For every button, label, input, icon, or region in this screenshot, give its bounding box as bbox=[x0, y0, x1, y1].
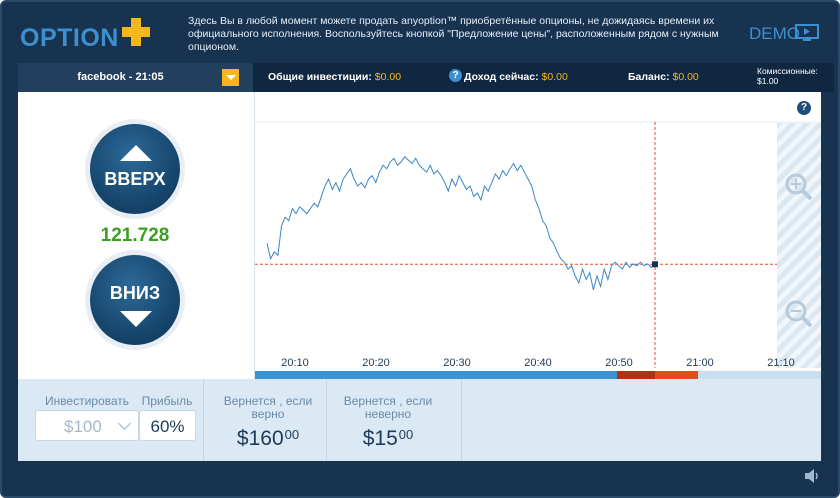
help-icon[interactable]: ? bbox=[449, 69, 462, 82]
investment-panel: Инвестировать Прибыль $100 60% Вернется … bbox=[18, 379, 821, 461]
footer bbox=[2, 461, 838, 496]
logo: OPTION bbox=[20, 24, 119, 52]
x-tick-label: 20:20 bbox=[362, 357, 390, 369]
notice-text: Здесь Вы в любой момент можете продать a… bbox=[188, 15, 719, 53]
trade-panel: ВВЕРХ 121.728 ВНИЗ bbox=[18, 92, 255, 379]
x-tick-label: 20:30 bbox=[443, 357, 471, 369]
up-button[interactable]: ВВЕРХ bbox=[85, 119, 185, 219]
timeline-segment bbox=[698, 371, 821, 379]
x-tick-label: 20:40 bbox=[524, 357, 552, 369]
return-if-wrong-value: $1500 bbox=[362, 427, 414, 450]
down-button[interactable]: ВНИЗ bbox=[85, 250, 185, 350]
x-tick-label: 20:50 bbox=[605, 357, 633, 369]
up-arrow-icon bbox=[120, 145, 152, 161]
x-axis: 20:10 20:20 20:30 20:40 20:50 21:00 21:10 bbox=[281, 357, 795, 369]
profit-label: Прибыль bbox=[141, 394, 193, 408]
asset-selector[interactable]: facebook - 21:05 bbox=[18, 63, 253, 92]
x-tick-label: 21:00 bbox=[686, 357, 714, 369]
help-icon[interactable]: ? bbox=[797, 101, 811, 115]
x-tick-label: 21:10 bbox=[767, 357, 795, 369]
timeline-bar bbox=[255, 371, 821, 379]
down-arrow-icon bbox=[120, 311, 152, 327]
zoom-in-icon[interactable] bbox=[785, 173, 813, 201]
total-investments: Общие инвестиции: $0.00 bbox=[268, 71, 402, 83]
chart-panel: 20:10 20:20 20:30 20:40 20:50 21:00 21:10 ? bbox=[255, 92, 821, 379]
chevron-down-icon bbox=[118, 417, 131, 430]
return-if-correct-value: $16000 bbox=[236, 427, 300, 450]
speaker-icon[interactable] bbox=[805, 469, 821, 483]
timeline-segment bbox=[655, 371, 698, 379]
current-price: 121.728 bbox=[100, 225, 170, 246]
logo-plus-icon bbox=[122, 18, 150, 46]
timeline-segment bbox=[255, 371, 617, 379]
profit-select[interactable]: 60% bbox=[139, 410, 196, 441]
balance: Баланс: $0.00 bbox=[628, 71, 699, 83]
x-tick-label: 20:10 bbox=[281, 357, 309, 369]
income-now: Доход сейчас: $0.00 bbox=[464, 71, 568, 83]
expired-area bbox=[777, 123, 821, 368]
current-point-marker bbox=[652, 261, 658, 268]
chevron-down-icon[interactable] bbox=[222, 69, 239, 86]
invest-amount-select[interactable]: $100 bbox=[35, 410, 139, 441]
commission: Комиссионные: $1.00 bbox=[757, 66, 818, 86]
demo-monitor-icon[interactable] bbox=[795, 24, 819, 42]
top-bar: facebook - 21:05 Общие инвестиции: $0.00… bbox=[18, 63, 834, 92]
return-if-wrong-label: Вернется , если неверно bbox=[343, 394, 433, 421]
return-if-correct-label: Вернется , если верно bbox=[223, 394, 313, 421]
timeline-segment bbox=[617, 371, 655, 379]
price-chart[interactable]: 20:10 20:20 20:30 20:40 20:50 21:00 21:10 bbox=[255, 92, 821, 379]
invest-label: Инвестировать bbox=[44, 394, 130, 408]
asset-label: facebook - 21:05 bbox=[77, 71, 164, 83]
price-line bbox=[266, 155, 656, 291]
zoom-out-icon[interactable] bbox=[785, 300, 813, 328]
demo-label[interactable]: DEMO bbox=[749, 24, 800, 43]
